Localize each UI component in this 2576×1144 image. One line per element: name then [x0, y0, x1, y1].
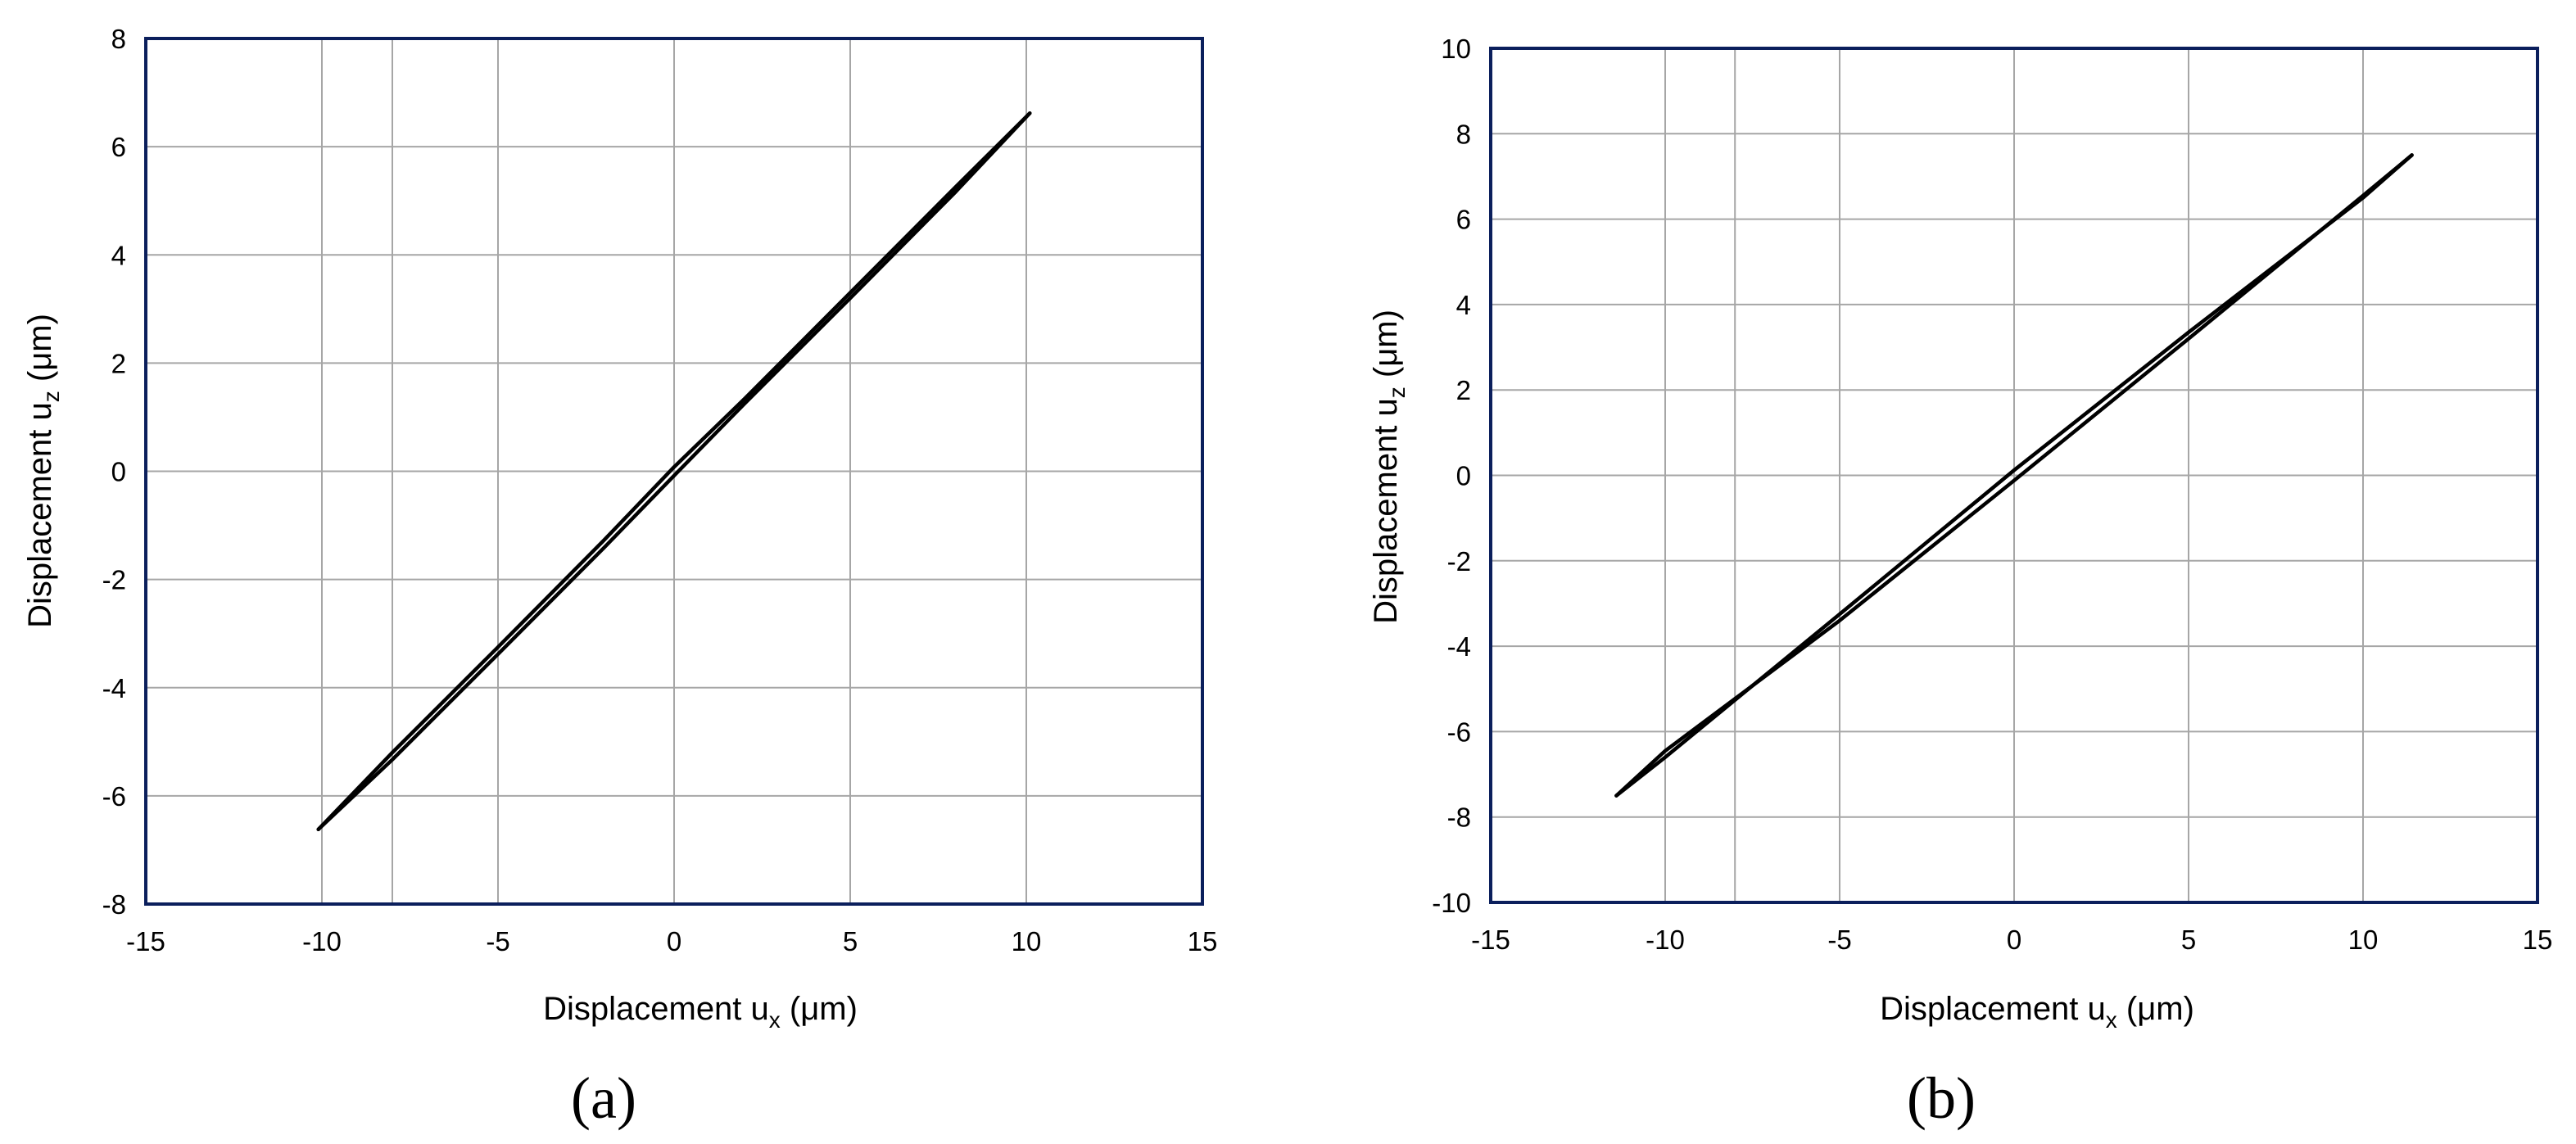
x-tick-label: 5: [843, 926, 858, 956]
x-tick-label: -10: [1646, 925, 1685, 955]
x-tick-label: 10: [2348, 925, 2379, 955]
x-axis-title-sub-a: x: [769, 1007, 781, 1033]
x-tick-label: 15: [2523, 925, 2553, 955]
y-tick-label: 0: [1456, 461, 1471, 491]
panel-label-a: (a): [571, 1065, 636, 1131]
y-axis-title-a: Displacement uz (μm): [22, 314, 64, 628]
y-axis-title-unit-b: (μm): [1368, 310, 1404, 387]
y-tick-label: 6: [1456, 205, 1471, 235]
y-tick-label: -10: [1432, 888, 1471, 918]
x-axis-title-sub-b: x: [2106, 1007, 2117, 1033]
series-line-2: [1614, 153, 2414, 798]
y-tick-label: -6: [102, 781, 126, 812]
x-tick-label: 5: [2181, 925, 2196, 955]
x-tick-labels-a: -15 -10 -5 0 5 10 15: [126, 926, 1217, 956]
x-tick-label: 0: [2007, 925, 2021, 955]
y-axis-title-main-a: Displacement u: [22, 402, 58, 628]
x-tick-labels-b: -15 -10 -5 0 5 10 15: [1471, 925, 2552, 955]
plot-frame-b: [1489, 47, 2539, 904]
y-tick-label: -2: [102, 565, 126, 595]
x-tick-label: -5: [1827, 925, 1851, 955]
series-line-1: [316, 111, 1032, 832]
y-tick-label: -8: [102, 889, 126, 920]
y-tick-labels-a: -8 -6 -4 -2 0 2 4 6 8: [102, 24, 126, 920]
y-tick-label: -4: [102, 673, 126, 703]
plot-frame-a: [144, 37, 1204, 906]
y-tick-label: 2: [111, 348, 126, 378]
y-tick-label: 2: [1456, 375, 1471, 405]
y-tick-label: -2: [1447, 546, 1471, 577]
y-axis-title-sub-b: z: [1384, 387, 1410, 398]
y-axis-title-main-b: Displacement u: [1368, 398, 1404, 624]
y-axis-title-b: Displacement uz (μm): [1368, 310, 1410, 624]
y-axis-title-sub-a: z: [38, 391, 64, 402]
y-tick-label: 4: [111, 240, 126, 270]
x-tick-label: -10: [302, 926, 342, 956]
y-tick-label: -6: [1447, 717, 1471, 747]
x-tick-label: 0: [667, 926, 681, 956]
x-axis-title-a: Displacement ux (μm): [543, 991, 858, 1033]
chart-panel-a: -15 -10 -5 0 5 10 15 -8 -6 -4 -2 0 2 4 6 8 Displacemen…: [22, 24, 1217, 1131]
y-tick-label: -4: [1447, 631, 1471, 662]
y-tick-label: 4: [1456, 290, 1471, 320]
x-axis-title-b: Displacement ux (μm): [1880, 991, 2194, 1033]
panel-label-b: (b): [1907, 1065, 1976, 1131]
y-tick-labels-b: -10 -8 -6 -4 -2 0 2 4 6 8 10: [1432, 34, 1471, 918]
series-group-b: [1614, 153, 2414, 798]
series-line-2: [316, 111, 1032, 832]
y-tick-label: 8: [111, 24, 126, 54]
x-axis-title-main-a: Displacement u: [543, 991, 769, 1027]
x-tick-label: 15: [1188, 926, 1218, 956]
y-tick-label: 0: [111, 457, 126, 487]
x-tick-label: -15: [126, 926, 165, 956]
x-axis-title-unit-b: (μm): [2117, 991, 2194, 1027]
x-tick-label: 10: [1012, 926, 1042, 956]
y-tick-label: 10: [1441, 34, 1471, 64]
y-axis-title-unit-a: (μm): [22, 314, 58, 391]
x-tick-label: -5: [486, 926, 509, 956]
x-axis-title-main-b: Displacement u: [1880, 991, 2106, 1027]
y-tick-label: 8: [1456, 119, 1471, 149]
x-tick-label: -15: [1471, 925, 1510, 955]
y-tick-label: -8: [1447, 803, 1471, 833]
y-tick-label: 6: [111, 132, 126, 162]
x-axis-title-unit-a: (μm): [781, 991, 858, 1027]
series-group-a: [316, 111, 1032, 832]
